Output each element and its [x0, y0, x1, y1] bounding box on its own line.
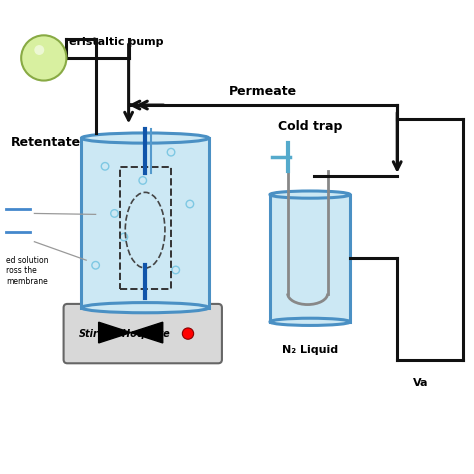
Polygon shape: [131, 322, 163, 343]
Text: N₂ Liquid: N₂ Liquid: [282, 346, 338, 356]
Ellipse shape: [270, 191, 350, 198]
Text: Permeate: Permeate: [229, 85, 297, 98]
Text: Stirrer+Hotplate: Stirrer+Hotplate: [79, 328, 171, 338]
Ellipse shape: [270, 318, 350, 326]
Text: eristaltic pump: eristaltic pump: [69, 36, 163, 46]
Text: Va: Va: [412, 378, 428, 388]
Bar: [119, 167, 171, 289]
Text: ed solution
ross the
membrane: ed solution ross the membrane: [6, 256, 49, 286]
Ellipse shape: [82, 302, 209, 313]
Bar: [270, 195, 350, 322]
Polygon shape: [99, 322, 131, 343]
Bar: [82, 138, 209, 308]
FancyBboxPatch shape: [64, 304, 222, 363]
Text: Cold trap: Cold trap: [278, 120, 342, 133]
Circle shape: [34, 45, 44, 55]
Text: Retentate: Retentate: [11, 136, 81, 149]
Circle shape: [182, 328, 194, 339]
Circle shape: [21, 36, 66, 81]
Ellipse shape: [82, 133, 209, 143]
